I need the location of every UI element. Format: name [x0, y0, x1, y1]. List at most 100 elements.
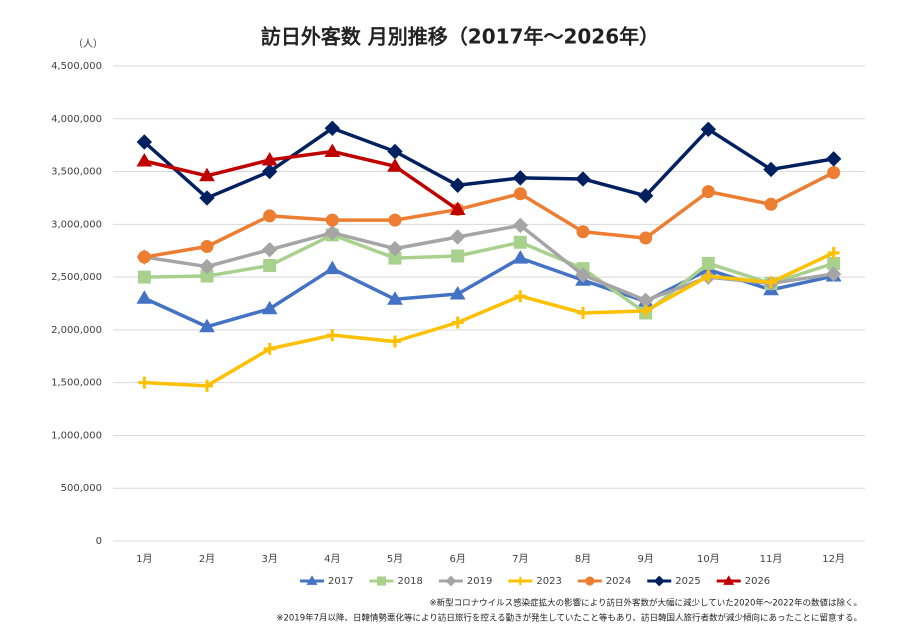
data-point [765, 276, 777, 289]
note: ※2019年7月以降、日韓情勢悪化等により訪日旅行を控える動きが発生していたこと… [276, 613, 862, 624]
data-point [326, 329, 339, 342]
x-tick-label: 7月 [512, 553, 528, 565]
legend-marker [723, 575, 735, 585]
y-tick-label: 4,000,000 [51, 114, 102, 125]
data-point [701, 256, 715, 270]
data-point [700, 121, 717, 138]
data-point [325, 213, 339, 227]
data-point [827, 246, 840, 259]
y-tick-label: 2,500,000 [51, 272, 102, 283]
series-line [143, 256, 835, 329]
series-line [144, 171, 835, 259]
series-line [143, 149, 459, 211]
data-point [575, 267, 591, 283]
data-point [324, 120, 341, 136]
data-point [324, 260, 341, 275]
data-point [137, 250, 151, 264]
legend-marker [653, 575, 665, 587]
data-point [263, 209, 277, 223]
data-point [512, 170, 529, 186]
data-point [261, 163, 278, 180]
data-point [763, 161, 779, 178]
data-point [514, 290, 527, 303]
data-point [449, 286, 466, 300]
data-point [639, 231, 653, 245]
data-point [389, 335, 401, 348]
data-point [261, 300, 278, 315]
series-line [144, 251, 835, 388]
data-point [451, 249, 465, 263]
y-tick-label: 500,000 [61, 483, 102, 494]
data-point [637, 188, 654, 204]
legend-marker [306, 575, 318, 585]
legend-label: 2026 [745, 576, 770, 587]
legend-marker [445, 575, 457, 587]
data-point [199, 167, 215, 182]
x-tick-label: 3月 [261, 553, 277, 565]
y-tick-label: 0 [96, 536, 102, 547]
x-tick-label: 10月 [697, 553, 720, 565]
x-tick-label: 12月 [822, 553, 845, 565]
legend-marker [376, 576, 387, 586]
x-tick-label: 6月 [449, 553, 465, 565]
data-point [136, 290, 153, 304]
y-tick-label: 2,000,000 [51, 325, 102, 336]
data-point [825, 151, 842, 167]
data-point [199, 318, 215, 333]
legend-marker [516, 576, 525, 586]
y-tick-label: 3,000,000 [51, 219, 102, 230]
data-point [825, 266, 842, 282]
data-point [388, 213, 402, 227]
data-point [201, 379, 213, 392]
data-point [451, 316, 464, 329]
series-line [144, 223, 834, 303]
series-line [144, 233, 835, 315]
data-point [136, 153, 153, 167]
x-tick-label: 2月 [199, 553, 215, 565]
data-point [136, 134, 153, 150]
data-point [387, 240, 403, 257]
data-point [576, 225, 590, 239]
data-point [449, 229, 466, 245]
data-point [702, 270, 715, 283]
data-point [324, 225, 341, 241]
data-point [512, 250, 529, 264]
data-point [639, 304, 652, 317]
legend-label: 2024 [606, 576, 631, 587]
legend-label: 2019 [467, 576, 492, 587]
data-point [513, 187, 527, 201]
data-point [575, 171, 591, 187]
x-tick-label: 4月 [324, 553, 340, 565]
data-point [387, 143, 403, 160]
legend-label: 2025 [675, 576, 700, 587]
data-point [449, 201, 466, 216]
y-tick-label: 3,500,000 [51, 167, 102, 178]
data-point [138, 376, 151, 389]
data-point [200, 240, 214, 253]
legend-label: 2018 [397, 576, 422, 587]
x-tick-label: 11月 [760, 553, 783, 565]
data-point [387, 158, 403, 172]
y-tick-label: 4,500,000 [51, 61, 102, 72]
data-point [199, 258, 215, 275]
x-tick-label: 9月 [637, 553, 653, 565]
chart-title: 訪日外客数 月別推移（2017年～2026年） [261, 25, 659, 49]
y-unit: （人） [73, 38, 103, 50]
data-point [449, 177, 466, 193]
data-point [261, 241, 278, 258]
x-tick-label: 5月 [387, 553, 403, 565]
data-point [199, 190, 215, 206]
data-point [263, 259, 277, 272]
data-point [263, 342, 276, 355]
legend-label: 2023 [536, 576, 561, 587]
y-tick-label: 1,000,000 [51, 430, 102, 441]
x-tick-label: 1月 [136, 553, 152, 565]
y-tick-label: 1,500,000 [51, 378, 102, 389]
data-point [512, 217, 529, 234]
data-point [137, 270, 151, 284]
data-point [324, 143, 341, 157]
series-line [143, 126, 834, 200]
data-point [764, 197, 778, 211]
data-point [701, 185, 715, 199]
